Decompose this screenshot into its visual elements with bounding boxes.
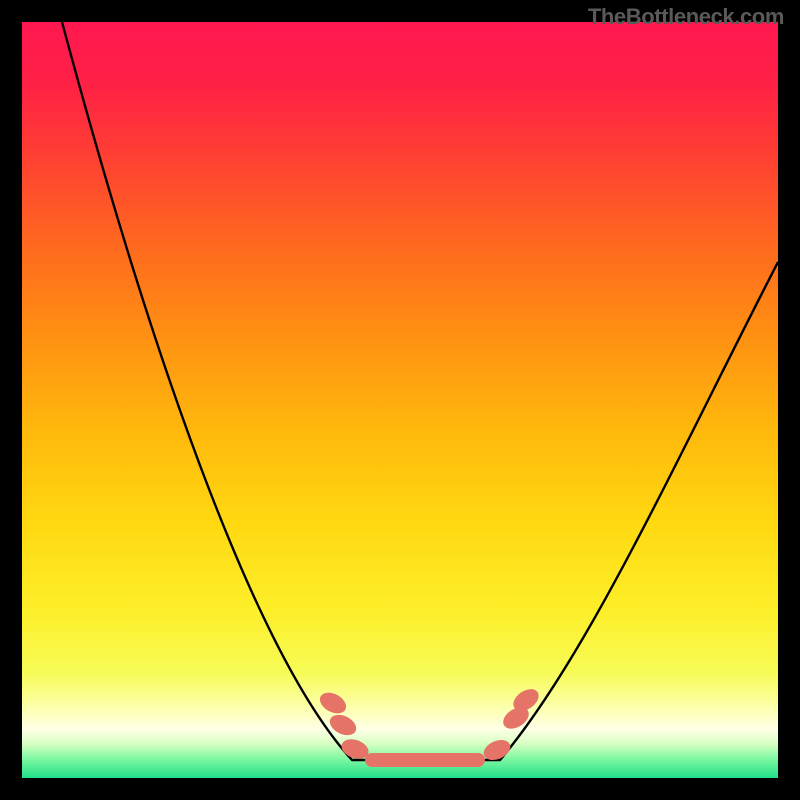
watermark-text: TheBottleneck.com: [588, 4, 784, 30]
bottleneck-curve-plot: [0, 0, 800, 800]
gradient-background: [22, 22, 778, 778]
